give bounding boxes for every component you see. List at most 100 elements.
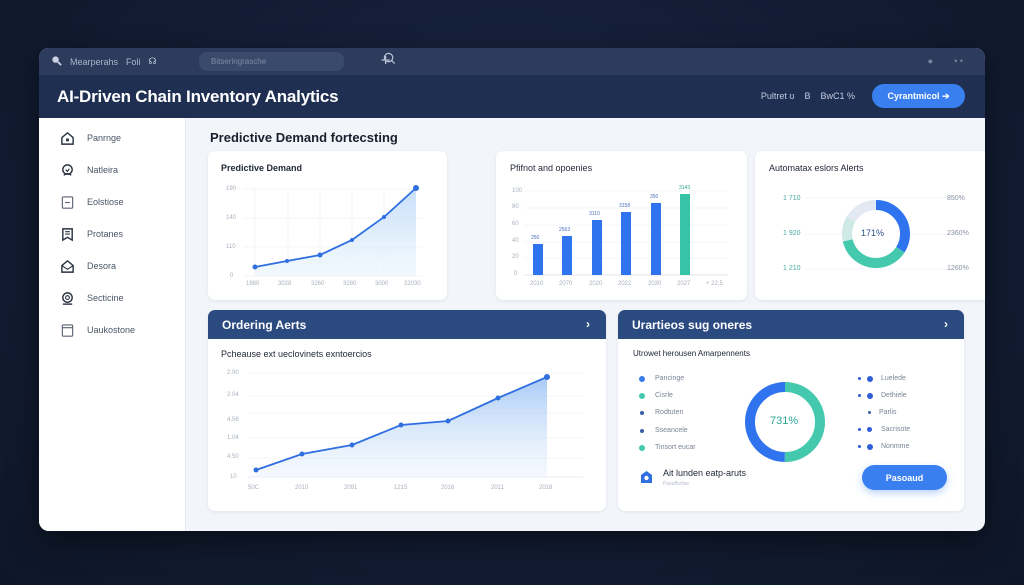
window-menu-icon[interactable]: • • [954, 56, 963, 66]
ordering-area-chart [248, 372, 583, 478]
sidebar-item-4[interactable]: Protanes [39, 218, 185, 250]
x-tick: 2020 [589, 281, 603, 287]
legend-label: Rodtuten [655, 409, 684, 416]
legend-label: Dethiele [881, 392, 907, 399]
legend-dot-icon [867, 427, 872, 432]
legend-item: Cisrle [639, 392, 673, 399]
sidebar-item-2[interactable]: Natleira [39, 154, 185, 186]
sidebar-item-7[interactable]: Uaukostone [39, 314, 185, 346]
demand-line-chart [243, 185, 423, 277]
bar-label: 350 [650, 194, 659, 200]
alerts-donut-chart [805, 197, 955, 270]
sidebar-item-label: Panrnge [87, 133, 122, 143]
y-tick: 110 [226, 244, 236, 250]
sidebar-item-6[interactable]: Secticine [39, 282, 185, 314]
donut-center-label: 731% [770, 415, 799, 427]
link-icon: ☊ [148, 56, 157, 66]
x-tick: 50C [248, 485, 260, 491]
legend-label: Sacrisote [881, 426, 911, 433]
sidebar-item-label: Secticine [87, 293, 124, 303]
y-tick: 80 [512, 204, 519, 210]
usage-donut-chart [745, 382, 825, 462]
legend-item: Pancinge [639, 375, 684, 382]
x-tick: 3260 [311, 281, 325, 287]
legend-dot-icon [867, 375, 873, 382]
home-icon [59, 130, 75, 146]
y-tick: 140 [226, 215, 237, 221]
bar-label: 2563 [559, 227, 571, 233]
shield-home-icon [640, 470, 653, 489]
legend-item: Sseancele [640, 427, 688, 434]
top-bar: Mearperahs Foli ☊ Bitseringrasche ✛ ● • … [39, 48, 985, 75]
sidebar-item-1[interactable]: Panrnge [39, 122, 185, 154]
legend-item: Luelede [858, 375, 906, 382]
stat-1: Pultret ʊ [760, 91, 795, 101]
legend-item: Dethiele [858, 392, 907, 399]
y-tick: 4.50 [227, 454, 239, 460]
y-tick: 60 [512, 221, 519, 227]
sidebar-item-label: Eolstiose [87, 197, 124, 207]
x-tick: 2010 [530, 281, 544, 287]
x-tick: 1980 [246, 281, 260, 287]
card-title: Pfifnot and opoenies [510, 163, 593, 173]
sidebar-item-label: Natleira [87, 165, 119, 175]
legend-item: Parlis [868, 409, 897, 416]
left-label: 1 710 [783, 195, 801, 202]
y-tick: 0 [230, 273, 234, 279]
right-label: 2360% [947, 230, 969, 237]
card-header[interactable]: Urartieos sug oneres › [618, 310, 964, 339]
x-tick: 2027 [677, 281, 691, 287]
usage-overview-card: Urartieos sug oneres › Utrowet herousen … [618, 310, 964, 511]
y-tick: 10 [230, 474, 237, 480]
legend-item: Nonmme [858, 443, 909, 450]
bar-chart-card: Pfifnot and opoenies 100 80 60 40 20 0 2… [496, 151, 747, 300]
legend-dot-icon [867, 443, 873, 450]
legend-dot-icon [639, 392, 645, 399]
legend-label: Pancinge [655, 375, 685, 382]
section-title: Predictive Demand fortecsting [210, 130, 398, 145]
x-tick: 3280 [343, 281, 357, 287]
y-tick: 2.04 [227, 392, 239, 398]
sidebar-item-3[interactable]: Eolstiose [39, 186, 185, 218]
window-circle-icon[interactable]: ● [927, 56, 933, 66]
sidebar-item-label: Uaukostone [87, 325, 136, 335]
legend-label: Luelede [881, 375, 906, 382]
document-icon [59, 194, 75, 210]
x-tick: 2016 [441, 485, 455, 491]
breadcrumb-1[interactable]: Mearperahs [70, 56, 119, 67]
bar-label: 3110 [589, 211, 600, 217]
right-label: 1260% [947, 265, 969, 272]
legend-label: Cisrle [655, 392, 673, 399]
x-tick: 2091 [344, 485, 358, 491]
bar-label: 3158 [619, 203, 631, 209]
sidebar-item-5[interactable]: Desora [39, 250, 185, 282]
footer-title: Ait lunden eatp-aruts [663, 468, 747, 478]
x-tick: 32030 [404, 281, 421, 287]
x-tick: 3000 [375, 281, 389, 287]
card-title: Automatax eslors Alerts [769, 163, 864, 173]
chevron-right-icon[interactable]: › [944, 317, 948, 331]
y-tick: 40 [512, 238, 519, 244]
predictive-demand-card: Predictive Demand 190 140 110 0 1980 302… [208, 151, 447, 300]
mail-icon [59, 258, 75, 274]
legend-bullet-icon [858, 445, 861, 448]
header-cta-button[interactable]: Cyrantmicol ➔ [872, 84, 965, 108]
search-icon[interactable] [51, 55, 62, 68]
action-button[interactable]: Pasoaud [862, 465, 947, 490]
search-input[interactable]: Bitseringrasche [199, 52, 344, 71]
card-header[interactable]: Ordering Aerts › [208, 310, 606, 339]
chevron-right-icon[interactable]: › [586, 317, 590, 331]
legend-item: Rodtuten [640, 409, 683, 416]
card-title: Predictive Demand [221, 163, 303, 173]
header-stats: Pultret ʊ B BwC1 % [761, 91, 855, 101]
legend-bullet-icon [858, 377, 861, 380]
sidebar-item-label: Desora [87, 261, 117, 271]
legend-dot-icon [639, 375, 645, 382]
magnifier-icon[interactable] [383, 52, 396, 68]
y-tick: 100 [512, 188, 523, 194]
legend-bullet-icon [858, 428, 861, 431]
legend-label: Sseancele [655, 427, 688, 434]
alerts-donut-card: Automatax eslors Alerts 1 710 1 920 1 21… [755, 151, 985, 300]
legend-label: Parlis [879, 409, 897, 416]
breadcrumb-2[interactable]: Foli [126, 56, 141, 67]
